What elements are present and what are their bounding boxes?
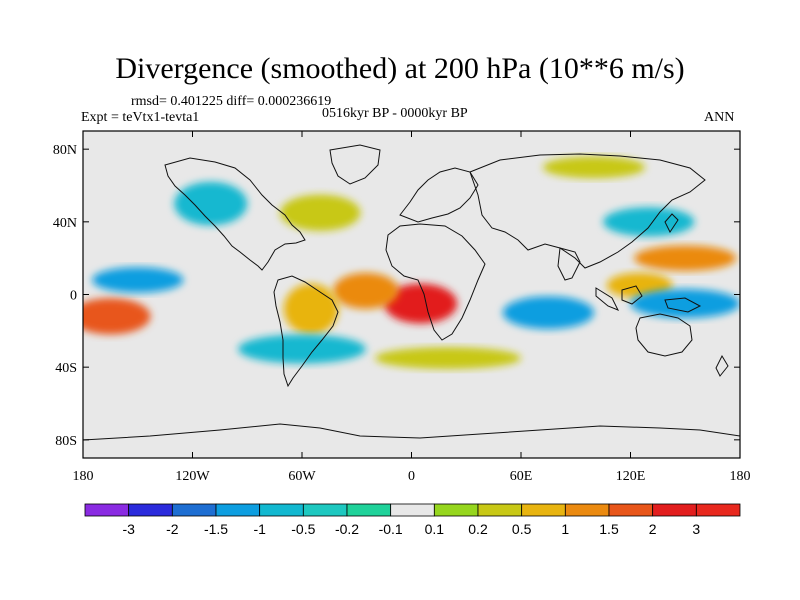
anomaly-west-pacific-positive: [634, 245, 737, 271]
coast-new-guinea: [664, 297, 702, 313]
season-label: ANN: [704, 110, 735, 125]
colorbar-swatch: [128, 503, 173, 517]
y-tick-label: 40S: [55, 361, 77, 376]
colorbar-swatch: [608, 503, 654, 517]
colorbar-label: 0.1: [425, 521, 445, 537]
coast-sumatra: [595, 287, 620, 311]
coast-australia: [635, 313, 693, 357]
experiment-label: Expt = teVtx1-tevta1: [81, 110, 200, 125]
colorbar-swatch: [652, 503, 697, 517]
x-tick-label: 60W: [288, 469, 316, 484]
anomaly-south-atlantic-positive: [375, 347, 521, 369]
anomaly-southern-ocean-negative: [238, 334, 366, 364]
colorbar-swatch: [84, 503, 130, 517]
y-tick-label: 80N: [53, 143, 77, 158]
coast-north-america: [164, 157, 306, 271]
x-tick-label: 180: [73, 469, 94, 484]
colorbar-swatch: [433, 503, 479, 517]
anomaly-siberia-positive: [542, 156, 646, 179]
anomaly-equatorial-africa-positive: [384, 283, 458, 324]
colorbar-label: -0.5: [291, 521, 315, 537]
colorbar-label: 1: [561, 521, 569, 537]
coast-europe: [399, 167, 479, 223]
colorbar-label: -1.5: [204, 521, 228, 537]
colorbar-swatch: [521, 503, 566, 517]
anomaly-central-pacific-positive: [83, 298, 151, 335]
coast-new-zealand: [715, 354, 729, 377]
anomaly-central-pacific-negative: [92, 267, 184, 293]
anomaly-north-atlantic-positive: [280, 194, 361, 231]
colorbar-label: -0.2: [335, 521, 359, 537]
colorbar-label: -0.1: [379, 521, 403, 537]
anomaly-east-asia-negative: [603, 207, 695, 237]
x-tick-label: 60E: [510, 469, 533, 484]
y-tick-label: 40N: [53, 216, 77, 231]
anomaly-indian-ocean-negative: [502, 296, 594, 330]
y-tick-label: 0: [70, 289, 77, 304]
colorbar: -3 -2 -1.5 -1 -0.5 -0.2 -0.1 0.1 0.2 0.5 1 1.5 2 3: [84, 503, 741, 537]
colorbar-swatch: [390, 503, 435, 517]
coast-south-america: [273, 275, 339, 388]
colorbar-label: -2: [166, 521, 179, 537]
map-axes: 180 120W 60W 0 60E 120E 180 80N 40N 0 40S 80S: [53, 131, 751, 484]
anomaly-west-pacific-negative: [630, 289, 740, 319]
colorbar-swatch: [302, 503, 348, 517]
colorbar-label: -3: [122, 521, 135, 537]
anomaly-south-america-positive: [283, 283, 339, 335]
anomaly-north-america-negative: [174, 181, 248, 226]
colorbar-swatch: [215, 503, 261, 517]
coast-asia: [469, 153, 706, 269]
x-tick-label: 120W: [175, 469, 210, 484]
colorbar-swatch: [171, 503, 217, 517]
x-tick-label: 180: [730, 469, 751, 484]
colorbar-swatch: [477, 503, 523, 517]
colorbar-swatch: [695, 503, 741, 517]
colorbar-label: 3: [692, 521, 700, 537]
colorbar-label: 2: [649, 521, 657, 537]
anomaly-equatorial-atlantic-positive: [333, 272, 399, 310]
colorbar-swatch: [346, 503, 392, 517]
anomaly-field: [83, 156, 740, 369]
coast-antarctica: [83, 423, 740, 441]
coast-africa: [385, 223, 486, 341]
map-title: Divergence (smoothed) at 200 hPa (10**6 …: [115, 52, 685, 85]
x-tick-label: 0: [408, 469, 415, 484]
coastlines: [83, 144, 740, 441]
colorbar-label: 0.2: [468, 521, 488, 537]
colorbar-swatch: [259, 503, 304, 517]
stats-label: rmsd= 0.401225 diff= 0.000236619: [131, 94, 332, 109]
coast-greenland: [329, 144, 381, 185]
period-label: 0516kyr BP - 0000kyr BP: [322, 106, 468, 121]
colorbar-swatch: [564, 503, 610, 517]
coast-japan: [664, 213, 679, 233]
colorbar-label: 0.5: [512, 521, 532, 537]
x-tick-label: 120E: [616, 469, 646, 484]
coast-borneo: [621, 285, 643, 305]
coast-india: [557, 247, 581, 281]
colorbar-label: -1: [253, 521, 266, 537]
y-tick-label: 80S: [55, 434, 77, 449]
colorbar-label: 1.5: [599, 521, 619, 537]
